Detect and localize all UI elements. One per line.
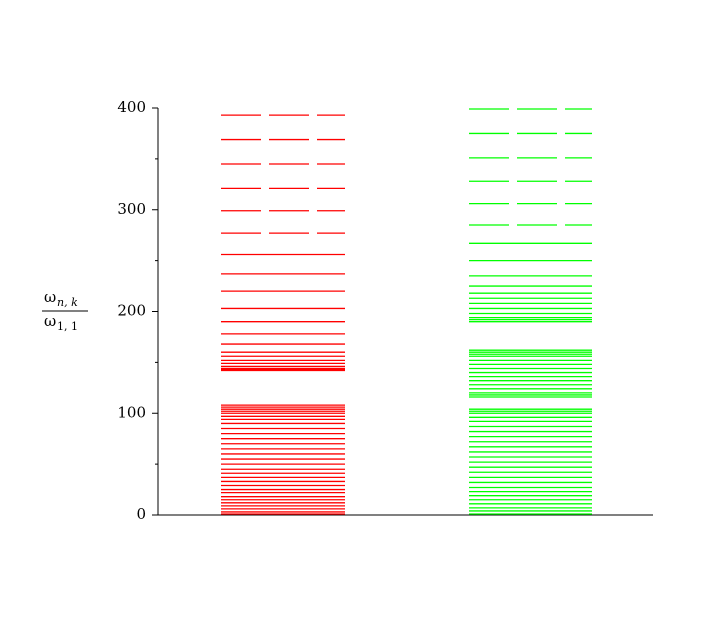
y-label-denominator: ω [44,312,56,330]
y-label-numerator: ω [44,288,56,306]
y-label-denominator-sub: 1, 1 [57,320,78,333]
y-tick-label: 200 [117,302,146,320]
y-tick-label: 300 [117,200,146,218]
y-axis-label: ω n, k ω 1, 1 [42,288,88,333]
y-tick-label: 100 [117,403,146,421]
y-tick-label: 0 [136,505,146,523]
y-tick-label: 400 [117,98,146,116]
y-label-numerator-sub: n, k [57,296,78,309]
